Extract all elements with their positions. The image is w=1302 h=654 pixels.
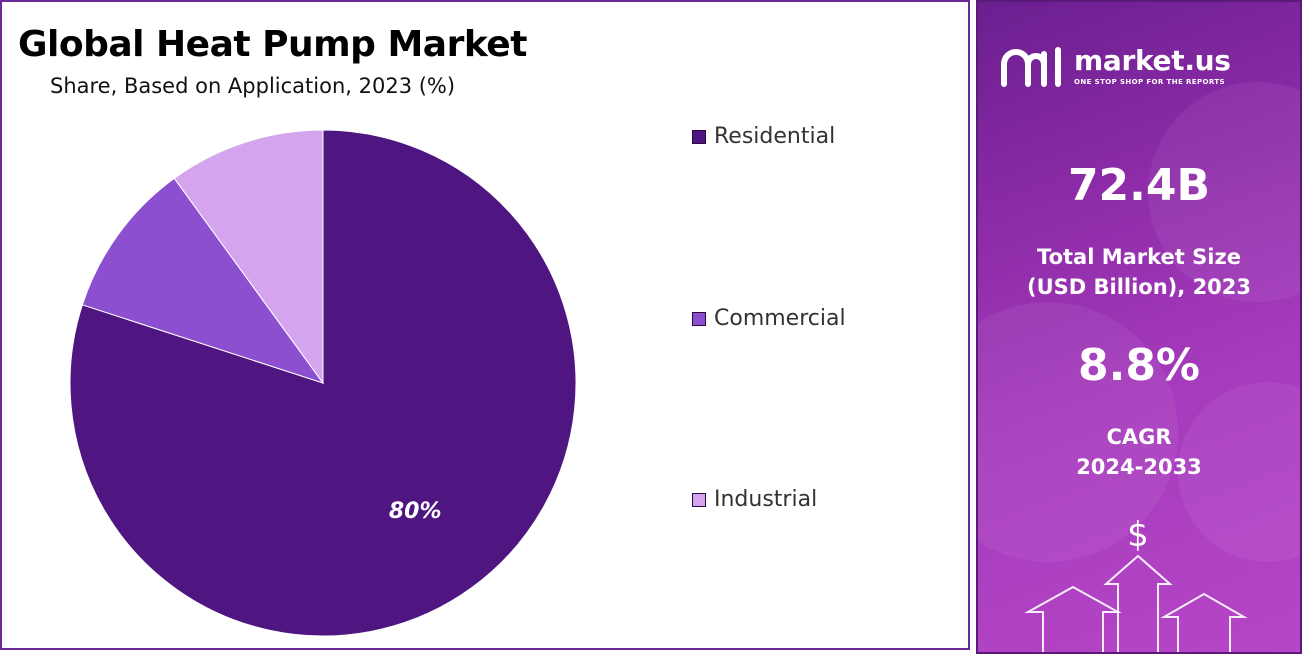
pie-chart: 80% <box>69 129 577 637</box>
market-size-label-line2: (USD Billion), 2023 <box>1026 275 1252 299</box>
legend-swatch-commercial <box>692 311 706 326</box>
legend-swatch-industrial <box>692 492 706 507</box>
legend-label-residential: Residential <box>714 124 836 149</box>
dollar-icon: $ <box>1127 515 1149 555</box>
market-size-label-line1: Total Market Size <box>1037 245 1241 269</box>
brand: market.us ONE STOP SHOP FOR THE REPORTS <box>1000 44 1231 88</box>
legend-item-residential: Residential <box>692 124 835 149</box>
legend: Residential Commercial Industrial <box>692 124 952 524</box>
cagr-label-line2: 2024-2033 <box>1076 455 1202 479</box>
summary-panel: market.us ONE STOP SHOP FOR THE REPORTS … <box>976 0 1302 654</box>
legend-label-commercial: Commercial <box>714 306 846 331</box>
chart-panel: Global Heat Pump Market Share, Based on … <box>0 0 970 650</box>
market-size-value: 72.4B <box>1067 160 1211 211</box>
data-label-residential: 80% <box>389 499 442 524</box>
brand-tagline: ONE STOP SHOP FOR THE REPORTS <box>1074 78 1225 86</box>
legend-item-commercial: Commercial <box>692 306 846 331</box>
chart-subtitle: Share, Based on Application, 2023 (%) <box>50 74 456 98</box>
legend-label-industrial: Industrial <box>714 487 818 512</box>
growth-decoration: $ <box>1024 515 1248 652</box>
pie-slice-commercial <box>81 177 325 384</box>
chart-title: Global Heat Pump Market <box>18 24 527 65</box>
legend-swatch-residential <box>692 129 706 144</box>
market-us-logo-icon <box>1001 47 1061 87</box>
cagr-label-line1: CAGR <box>1106 425 1172 449</box>
brand-name: market.us <box>1074 44 1231 77</box>
up-arrow-icon <box>1024 554 1248 652</box>
pie-slice-industrial <box>173 129 324 385</box>
legend-item-industrial: Industrial <box>692 487 817 512</box>
cagr-value: 8.8% <box>1077 340 1201 391</box>
